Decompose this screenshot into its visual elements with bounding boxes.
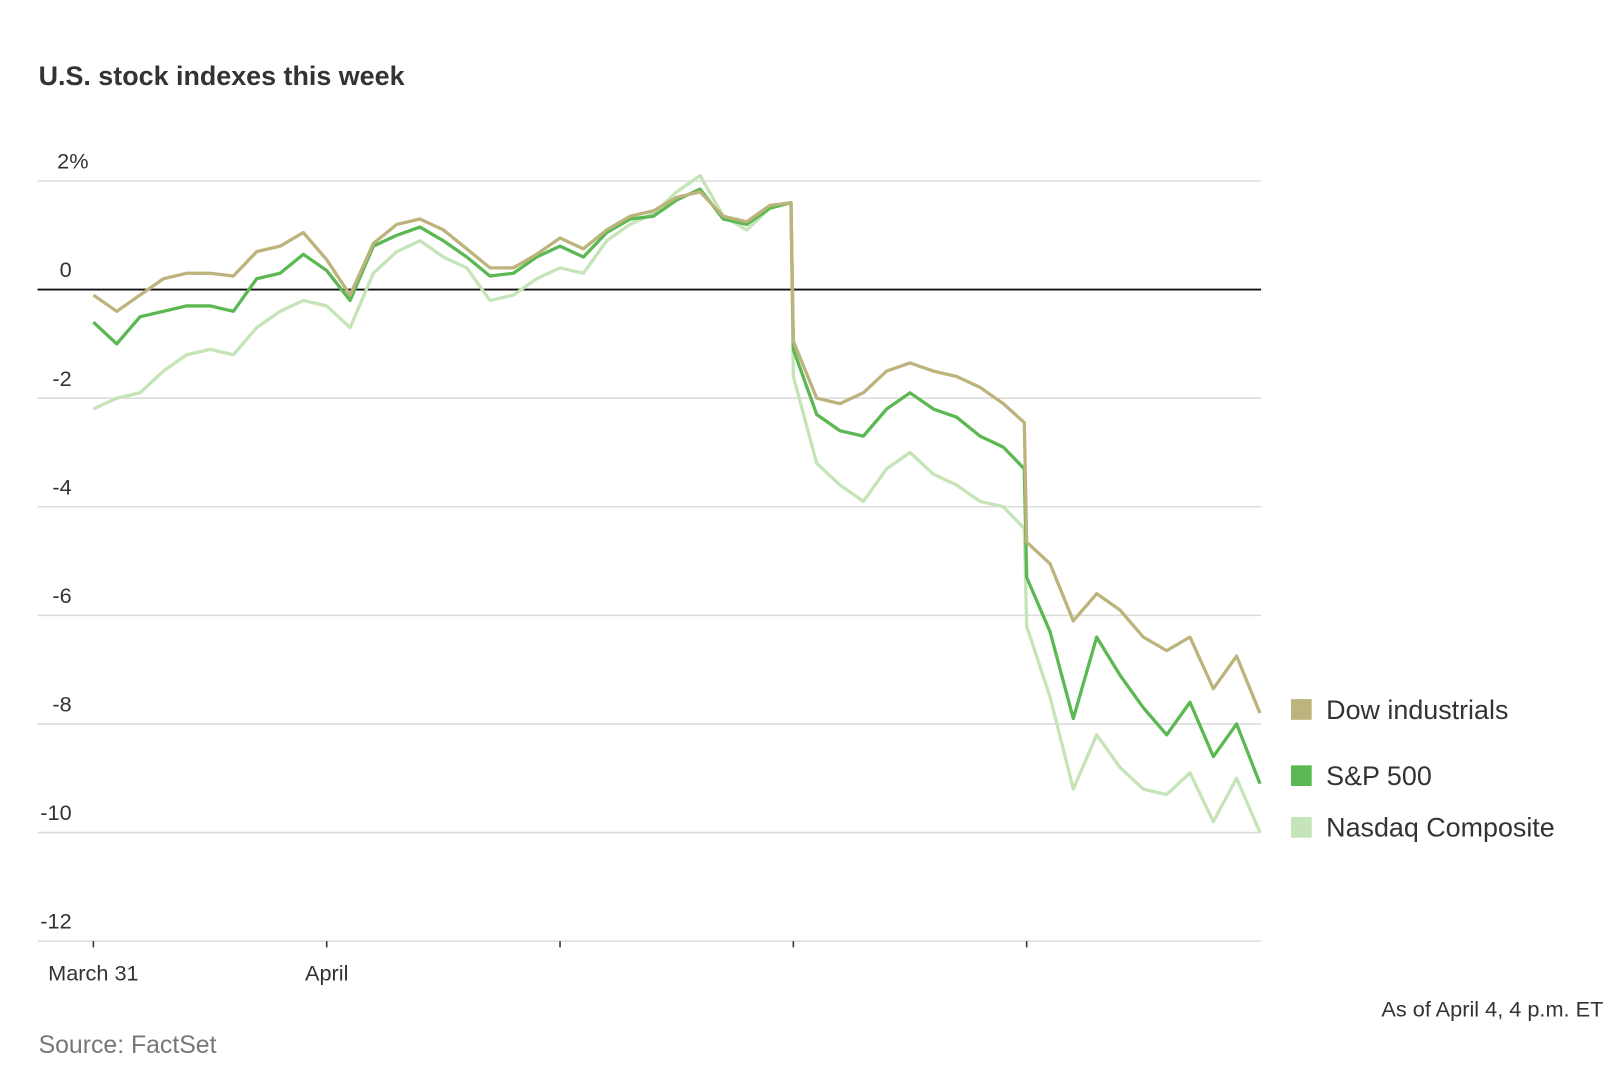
y-tick-label: -4 (52, 474, 71, 499)
y-tick-label: -6 (52, 583, 71, 608)
footnote: As of April 4, 4 p.m. ET (1381, 997, 1603, 1022)
legend-label: Dow industrials (1326, 695, 1508, 725)
chart-title: U.S. stock indexes this week (39, 61, 405, 91)
y-tick-label: -12 (40, 909, 71, 934)
series-line (92, 173, 1262, 834)
legend-swatch (1291, 699, 1312, 720)
y-tick-label: -2 (52, 366, 71, 391)
y-tick-label: -10 (40, 800, 71, 825)
legend-swatch (1291, 765, 1312, 787)
y-tick-label: 0 (60, 257, 72, 282)
y-tick-label: 2% (57, 149, 88, 174)
source: Source: FactSet (39, 1032, 217, 1059)
legend-label: S&P 500 (1326, 761, 1432, 791)
x-tick-label: March 31 (48, 960, 138, 985)
legend-label: Nasdaq Composite (1326, 813, 1555, 843)
series-line (92, 187, 1262, 785)
x-tick-label: April (305, 960, 348, 985)
y-tick-label: -8 (52, 692, 71, 717)
legend-swatch (1291, 817, 1312, 838)
series-line (92, 190, 1262, 714)
